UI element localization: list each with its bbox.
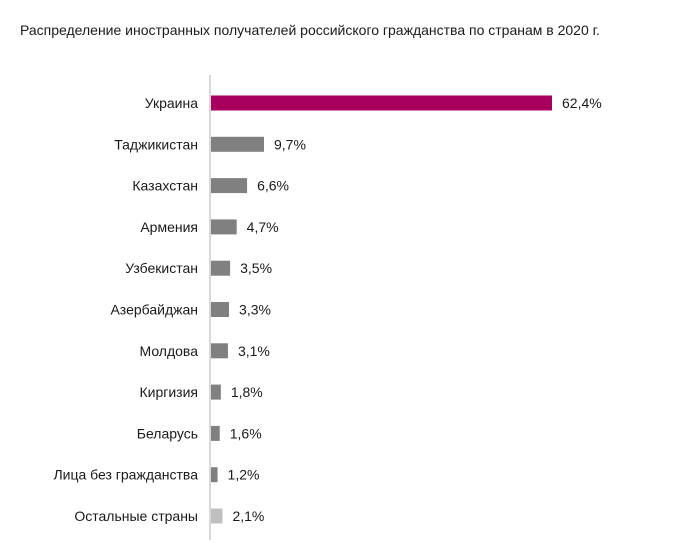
value-label: 1,6% (230, 425, 262, 441)
category-label: Лица без гражданства (53, 467, 198, 483)
bar (211, 384, 221, 400)
bar (211, 219, 237, 235)
value-label: 1,8% (231, 384, 263, 400)
bar (211, 343, 228, 359)
category-label: Таджикистан (114, 136, 198, 152)
value-label: 62,4% (562, 95, 602, 111)
value-label: 6,6% (257, 178, 289, 194)
category-label: Беларусь (137, 425, 198, 441)
value-label: 3,3% (239, 302, 271, 318)
category-label: Киргизия (139, 384, 198, 400)
value-label: 2,1% (232, 508, 264, 524)
category-label: Украина (145, 95, 199, 111)
bar (211, 260, 231, 276)
chart-title: Распределение иностранных получателей ро… (20, 22, 600, 38)
category-label: Узбекистан (125, 260, 198, 276)
category-label: Остальные страны (74, 508, 198, 524)
bar (211, 425, 220, 441)
category-label: Молдова (140, 343, 199, 359)
category-label: Армения (140, 219, 198, 235)
bar (211, 467, 218, 483)
bar (211, 178, 248, 194)
value-label: 4,7% (247, 219, 279, 235)
bar (211, 508, 223, 524)
value-label: 3,5% (240, 260, 272, 276)
bar (211, 302, 230, 317)
value-label: 9,7% (274, 136, 306, 152)
category-label: Казахстан (132, 178, 198, 194)
value-label: 1,2% (228, 467, 260, 483)
bar (211, 95, 552, 111)
value-label: 3,1% (238, 343, 270, 359)
bar (211, 136, 265, 152)
category-label: Азербайджан (110, 302, 198, 318)
